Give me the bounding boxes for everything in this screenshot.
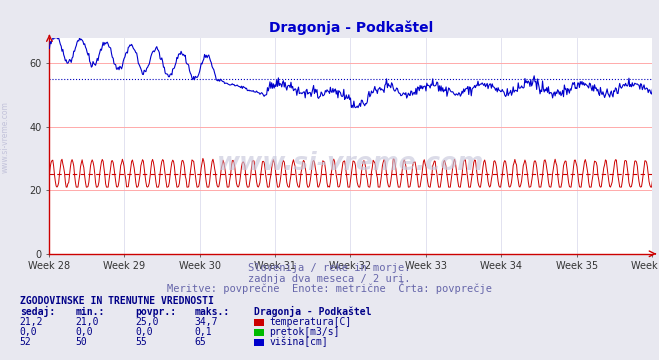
Text: Dragonja - Podkaštel: Dragonja - Podkaštel <box>254 306 371 317</box>
Text: Meritve: povprečne  Enote: metrične  Črta: povprečje: Meritve: povprečne Enote: metrične Črta:… <box>167 282 492 294</box>
Text: ZGODOVINSKE IN TRENUTNE VREDNOSTI: ZGODOVINSKE IN TRENUTNE VREDNOSTI <box>20 296 214 306</box>
Text: višina[cm]: višina[cm] <box>270 337 328 347</box>
Text: 25,0: 25,0 <box>135 317 159 327</box>
Text: min.:: min.: <box>76 307 105 317</box>
Text: 21,0: 21,0 <box>76 317 100 327</box>
Text: Slovenija / reke in morje.: Slovenija / reke in morje. <box>248 263 411 273</box>
Text: sedaj:: sedaj: <box>20 306 55 317</box>
Text: 0,0: 0,0 <box>135 327 153 337</box>
Text: 52: 52 <box>20 337 32 347</box>
Text: www.si-vreme.com: www.si-vreme.com <box>217 151 484 175</box>
Text: zadnja dva meseca / 2 uri.: zadnja dva meseca / 2 uri. <box>248 274 411 284</box>
Text: 0,0: 0,0 <box>76 327 94 337</box>
Text: 21,2: 21,2 <box>20 317 43 327</box>
Text: 55: 55 <box>135 337 147 347</box>
Text: povpr.:: povpr.: <box>135 307 176 317</box>
Text: 50: 50 <box>76 337 88 347</box>
Text: temperatura[C]: temperatura[C] <box>270 317 352 327</box>
Text: 34,7: 34,7 <box>194 317 218 327</box>
Text: maks.:: maks.: <box>194 307 229 317</box>
Text: 0,0: 0,0 <box>20 327 38 337</box>
Text: 65: 65 <box>194 337 206 347</box>
Text: 0,1: 0,1 <box>194 327 212 337</box>
Text: www.si-vreme.com: www.si-vreme.com <box>1 101 10 173</box>
Title: Dragonja - Podkaštel: Dragonja - Podkaštel <box>269 21 433 35</box>
Text: pretok[m3/s]: pretok[m3/s] <box>270 327 340 337</box>
